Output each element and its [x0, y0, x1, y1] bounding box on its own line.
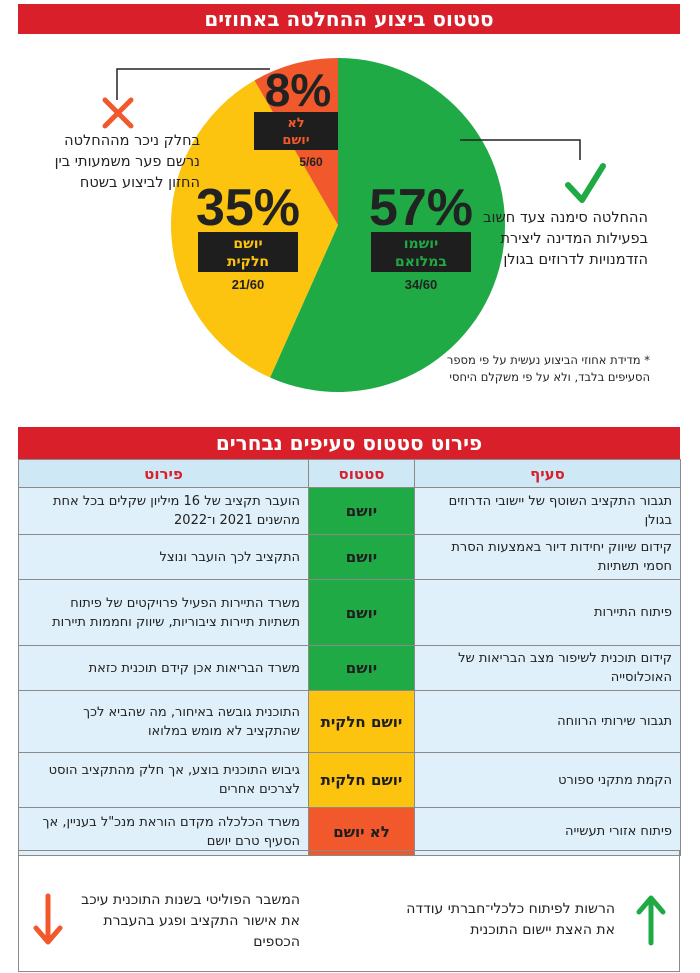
row-details: הועבר תקציב של 16 מיליון שקלים בכל אחת מ…: [18, 487, 309, 535]
row-details: התוכנית גובשה באיחור, מה שהביא לכך שהתקצ…: [18, 690, 309, 753]
slice-label-green-line2: במלואם: [395, 254, 447, 270]
slice-percent-yellow: 35%: [196, 179, 300, 237]
table-row: פיתוח התיירות יושם משרד התיירות הפעיל פר…: [18, 579, 681, 646]
note-left: בחלק ניכר מההחלטה נרשם פער משמעותי בין ה…: [54, 133, 200, 191]
slice-fraction-yellow: 21/60: [232, 277, 265, 292]
leader-line-right: [460, 139, 581, 160]
slice-percent-green: 57%: [369, 179, 473, 237]
slice-percent-red: 8%: [265, 64, 331, 116]
chart-title: סטטוס ביצוע ההחלטה באחוזים: [18, 4, 680, 34]
row-section: תגבור שירותי הרווחה: [414, 690, 681, 753]
table-row: הקמת מתקני ספורט יושם חלקית גיבוש התוכני…: [18, 752, 681, 808]
row-section: קידום תוכנית לשיפור מצב הבריאות של האוכל…: [414, 645, 681, 691]
pie-slice-yellow: [170, 80, 338, 378]
status-badge: יושם: [308, 534, 415, 580]
row-details: התקציב לכך הועבר ונוצל: [18, 534, 309, 580]
header-status: סטטוס: [308, 459, 415, 488]
slice-label-green-line1: יושמו: [404, 236, 438, 252]
row-section: פיתוח אזורי תעשייה: [414, 807, 681, 856]
slice-label-yellow-line2: חלקית: [227, 254, 269, 270]
status-badge: יושם: [308, 579, 415, 646]
header-details: פירוט: [18, 459, 309, 488]
row-section: הקמת מתקני ספורט: [414, 752, 681, 808]
slice-label-box-red: [254, 112, 338, 150]
status-badge: יושם חלקית: [308, 690, 415, 753]
cross-icon: [102, 97, 134, 129]
slice-label-red-line2: יושם: [282, 133, 309, 148]
slice-label-box-yellow: [198, 232, 298, 272]
slice-label-yellow-line1: יושם: [233, 236, 262, 252]
status-badge: יושם: [308, 645, 415, 691]
bottom-note-right: הרשות לפיתוח כלכלי־חברתי עודדה את האצת י…: [406, 901, 615, 938]
slice-label-box-green: [371, 232, 471, 272]
check-icon: [565, 163, 606, 203]
pie-chart: 57% יושמו במלואם 34/60 35% יושם חלקית 21…: [102, 58, 606, 392]
bottom-note-left: המשבר הפוליטי בשנות התוכנית עיכב את אישו…: [81, 892, 300, 950]
row-details: משרד הכלכלה מקדם הוראת מנכ"ל בעניין, אך …: [18, 807, 309, 856]
row-section: פיתוח התיירות: [414, 579, 681, 646]
table-row: תגבור התקציב השוטף של יישובי הדרוזים בגו…: [18, 487, 681, 535]
status-badge: יושם: [308, 487, 415, 535]
slice-fraction-red: 5/60: [299, 155, 323, 169]
row-section: תגבור התקציב השוטף של יישובי הדרוזים בגו…: [414, 487, 681, 535]
bottom-summary-box: [18, 850, 680, 972]
table-row: קידום תוכנית לשיפור מצב הבריאות של האוכל…: [18, 645, 681, 691]
status-table: סעיף סטטוס פירוט תגבור התקציב השוטף של י…: [18, 459, 681, 856]
table-row: קידום שיווק יחידות דיור באמצעות הסרת חסמ…: [18, 534, 681, 580]
pie-slice-green: [270, 58, 505, 392]
table-title: פירוט סטטוס סעיפים נבחרים: [18, 427, 680, 459]
row-details: משרד הבריאות אכן קידם תוכנית כזאת: [18, 645, 309, 691]
status-badge: יושם חלקית: [308, 752, 415, 808]
slice-fraction-green: 34/60: [405, 277, 438, 292]
table-row: פיתוח אזורי תעשייה לא יושם משרד הכלכלה מ…: [18, 807, 681, 856]
status-badge: לא יושם: [308, 807, 415, 856]
slice-label-red-line1: לא: [287, 116, 304, 131]
table-row: תגבור שירותי הרווחה יושם חלקית התוכנית ג…: [18, 690, 681, 753]
footnote: * מדידת אחוזי הביצוע נעשית על פי מספר הס…: [446, 353, 650, 384]
note-right: ההחלטה סימנה צעד חשוב בפעילות המדינה ליצ…: [483, 210, 648, 268]
table-header-row: סעיף סטטוס פירוט: [18, 459, 681, 488]
row-details: משרד התיירות הפעיל פרויקטים של פיתוח תשת…: [18, 579, 309, 646]
row-section: קידום שיווק יחידות דיור באמצעות הסרת חסמ…: [414, 534, 681, 580]
header-section: סעיף: [414, 459, 681, 488]
row-details: גיבוש התוכנית בוצע, אך חלק מהתקציב הוסט …: [18, 752, 309, 808]
leader-line-left: [116, 68, 270, 100]
